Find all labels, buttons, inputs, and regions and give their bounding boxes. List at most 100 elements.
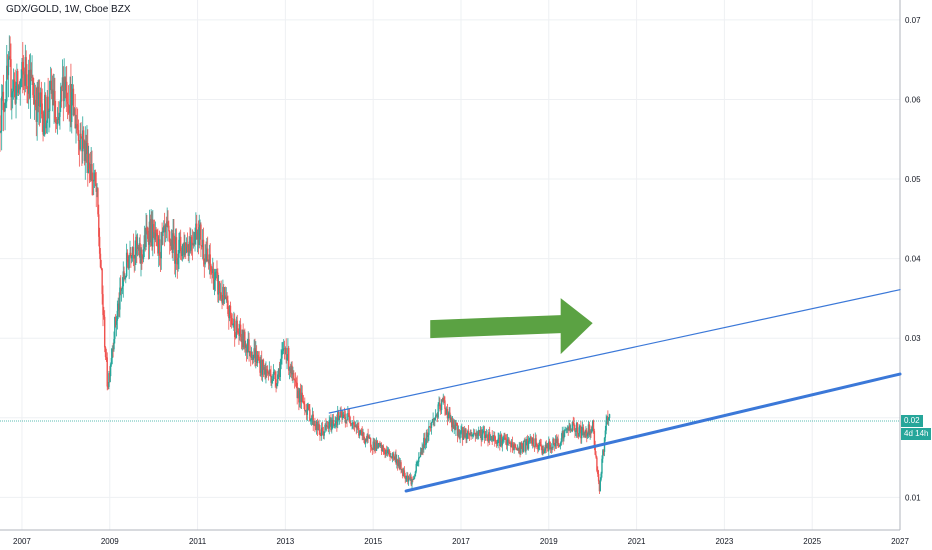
candle-body	[578, 427, 580, 437]
candle-body	[107, 386, 109, 388]
candle-body	[304, 404, 306, 411]
candle-body	[136, 247, 139, 249]
candle-body	[210, 265, 212, 272]
candle-body	[498, 437, 500, 439]
candle-body	[288, 368, 291, 371]
candle-body	[507, 439, 509, 441]
candle-body	[230, 315, 233, 319]
candle-body	[13, 79, 16, 82]
candle-body	[339, 411, 341, 418]
candle-body	[512, 447, 515, 450]
candle-body	[423, 437, 425, 450]
candle-body	[6, 65, 8, 102]
candle-body	[39, 92, 42, 107]
candle-body	[56, 119, 59, 125]
candle-body	[426, 432, 428, 437]
candle-body	[293, 372, 295, 379]
candle-body	[569, 425, 571, 430]
candle-body	[592, 420, 595, 432]
candle-body	[459, 432, 461, 439]
candle-body	[54, 90, 56, 119]
y-tick-label: 0.05	[905, 175, 921, 184]
candle-body	[181, 245, 184, 257]
candle-body	[262, 359, 265, 370]
candle-body	[427, 435, 429, 437]
candle-body	[452, 420, 455, 429]
candle-body	[514, 444, 516, 448]
candle-body	[445, 409, 448, 415]
candle-body	[9, 56, 11, 60]
candle-body	[240, 336, 243, 343]
candle-body	[380, 444, 382, 446]
candle-body	[461, 427, 464, 440]
candle-body	[532, 438, 535, 446]
candle-body	[236, 320, 238, 332]
candle-body	[253, 348, 255, 355]
candle-body	[321, 427, 324, 432]
candle-body	[407, 478, 410, 482]
candle-body	[555, 438, 558, 443]
candle-body	[257, 354, 260, 359]
candle-body	[24, 57, 27, 86]
candle-body	[447, 416, 450, 419]
candle-body	[354, 425, 357, 427]
x-tick-label: 2009	[101, 537, 119, 546]
candle-body	[511, 442, 514, 448]
candle-body	[383, 449, 385, 453]
candle-body	[372, 441, 374, 450]
y-tick-label: 0.03	[905, 334, 921, 343]
candle-body	[108, 373, 110, 387]
candle-body	[480, 429, 482, 441]
candle-body	[604, 430, 607, 438]
candle-body	[602, 450, 604, 459]
candle-body	[191, 242, 194, 246]
candle-body	[492, 439, 494, 441]
candle-body	[109, 373, 111, 377]
candle-body	[84, 140, 86, 161]
last-price-label: 0.02	[901, 414, 923, 427]
candle-body	[400, 462, 402, 471]
candle-body	[586, 430, 588, 437]
candle-body	[124, 277, 126, 279]
candle-body	[596, 457, 598, 471]
candle-body	[549, 444, 552, 450]
candle-body	[353, 422, 355, 425]
candle-body	[60, 86, 62, 102]
candle-body	[44, 94, 46, 126]
candle-body	[534, 438, 536, 447]
candle-body	[490, 436, 493, 440]
candle-body	[430, 422, 433, 428]
candle-body	[63, 77, 65, 102]
candle-body	[307, 404, 309, 410]
candle-body	[149, 221, 151, 243]
candle-body	[570, 429, 573, 432]
candle-body	[580, 425, 582, 439]
candle-body	[320, 435, 322, 437]
candle-body	[371, 448, 374, 450]
candle-body	[486, 434, 488, 441]
candle-body	[155, 229, 157, 234]
candle-body	[479, 429, 482, 433]
candle-body	[608, 417, 610, 420]
candle-body	[465, 429, 467, 440]
candle-body	[509, 442, 511, 444]
candle-body	[269, 369, 271, 375]
candle-body	[595, 454, 597, 458]
candle-body	[64, 77, 66, 91]
candle-body	[504, 437, 506, 439]
candle-body	[393, 456, 395, 460]
candle-body	[367, 434, 369, 437]
candle-body	[7, 58, 10, 76]
candle-body	[378, 443, 380, 444]
candle-body	[206, 248, 208, 262]
candle-body	[434, 418, 436, 420]
candle-body	[100, 267, 103, 269]
candle-body	[23, 74, 26, 86]
candle-body	[0, 131, 2, 133]
candle-body	[212, 268, 215, 290]
candle-body	[337, 412, 339, 426]
candle-body	[388, 449, 390, 456]
candle-body	[98, 214, 100, 237]
candle-body	[19, 80, 21, 90]
candle-body	[499, 434, 502, 446]
